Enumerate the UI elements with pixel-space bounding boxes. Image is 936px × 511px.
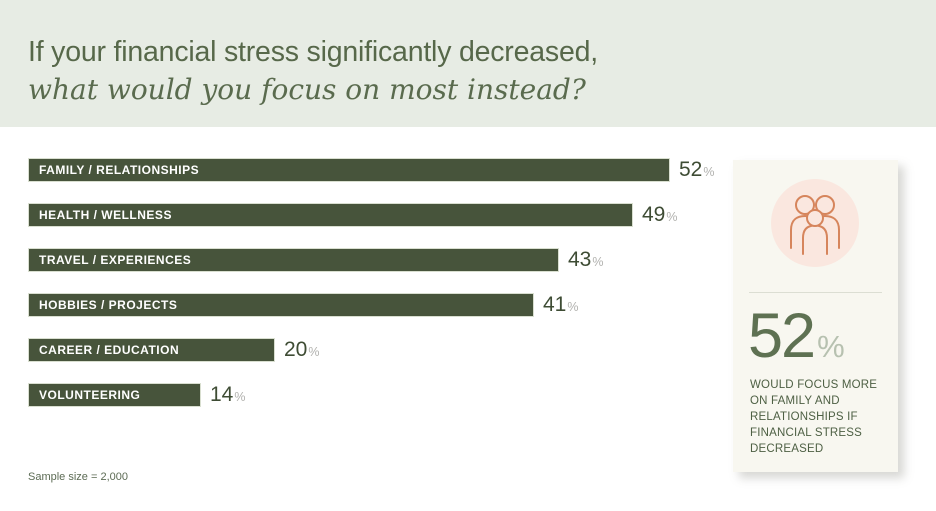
percent-sign: % — [308, 345, 320, 359]
bar-career-education: CAREER / EDUCATION — [28, 338, 275, 362]
bar-label: HOBBIES / PROJECTS — [39, 298, 178, 312]
value-number: 52 — [679, 158, 703, 181]
bar-row: HOBBIES / PROJECTS 41% — [28, 293, 728, 317]
stat-caption: WOULD FOCUS MORE ON FAMILY AND RELATIONS… — [750, 379, 878, 455]
bar-family-relationships: FAMILY / RELATIONSHIPS — [28, 158, 670, 182]
bar-volunteering: VOLUNTEERING — [28, 383, 201, 407]
page-title-line1: If your financial stress significantly d… — [28, 36, 598, 68]
bar-label: CAREER / EDUCATION — [39, 343, 180, 357]
bar-value: 49% — [642, 203, 677, 227]
sample-size-note: Sample size = 2,000 — [28, 471, 128, 483]
value-number: 49 — [642, 203, 666, 226]
stat-value: 52 — [748, 301, 816, 371]
bar-hobbies-projects: HOBBIES / PROJECTS — [28, 293, 534, 317]
bar-value: 20% — [284, 338, 319, 362]
bar-value: 14% — [210, 383, 245, 407]
bar-row: VOLUNTEERING 14% — [28, 383, 728, 407]
bar-row: FAMILY / RELATIONSHIPS 52% — [28, 158, 728, 182]
page-title-line2: what would you focus on most instead? — [28, 73, 586, 106]
bar-label: VOLUNTEERING — [39, 388, 141, 402]
percent-sign: % — [592, 255, 604, 269]
card-divider — [749, 292, 882, 293]
stat-percent-sign: % — [817, 329, 845, 364]
bar-row: CAREER / EDUCATION 20% — [28, 338, 728, 362]
percent-sign: % — [567, 300, 579, 314]
percent-sign: % — [666, 210, 678, 224]
bar-value: 43% — [568, 248, 603, 272]
bar-travel-experiences: TRAVEL / EXPERIENCES — [28, 248, 559, 272]
bar-chart: FAMILY / RELATIONSHIPS 52% HEALTH / WELL… — [28, 158, 728, 428]
value-number: 20 — [284, 338, 308, 361]
highlight-stat-card: 52 % WOULD FOCUS MORE ON FAMILY AND RELA… — [733, 160, 898, 472]
bar-label: FAMILY / RELATIONSHIPS — [39, 163, 200, 177]
family-icon — [790, 195, 840, 255]
value-number: 41 — [543, 293, 567, 316]
page-title: If your financial stress significantly d… — [28, 33, 598, 108]
bar-value: 52% — [679, 158, 714, 182]
value-number: 14 — [210, 383, 234, 406]
header-band: If your financial stress significantly d… — [0, 0, 936, 127]
percent-sign: % — [703, 165, 715, 179]
percent-sign: % — [234, 390, 246, 404]
stat: 52 % — [748, 303, 845, 369]
bar-row: HEALTH / WELLNESS 49% — [28, 203, 728, 227]
bar-label: TRAVEL / EXPERIENCES — [39, 253, 192, 267]
bar-value: 41% — [543, 293, 578, 317]
value-number: 43 — [568, 248, 592, 271]
bar-label: HEALTH / WELLNESS — [39, 208, 172, 222]
family-icon-circle — [771, 179, 859, 267]
bar-health-wellness: HEALTH / WELLNESS — [28, 203, 633, 227]
bar-row: TRAVEL / EXPERIENCES 43% — [28, 248, 728, 272]
